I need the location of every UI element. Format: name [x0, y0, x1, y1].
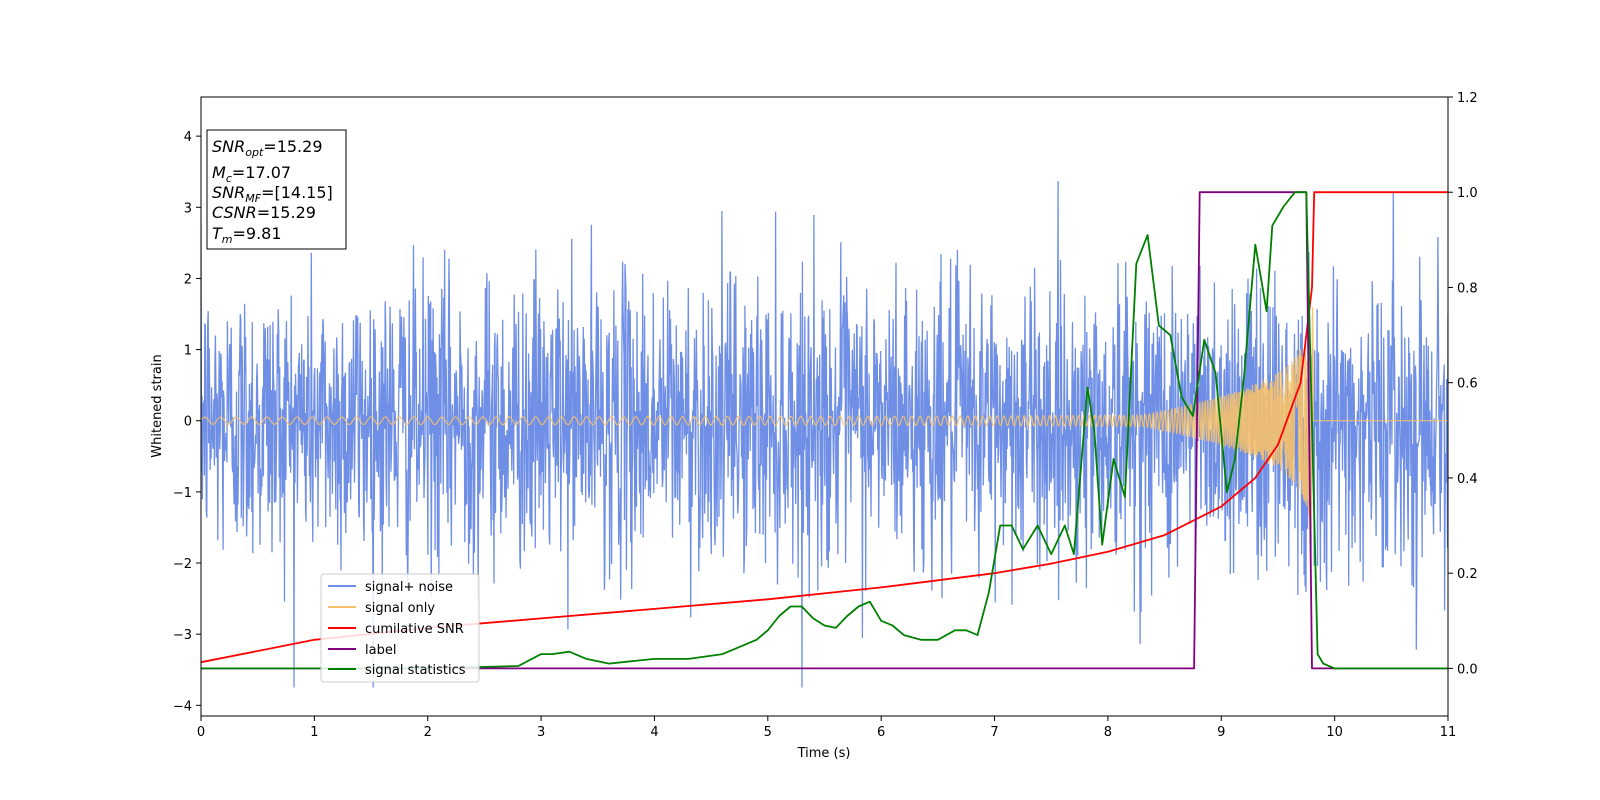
- legend-entry-signal-only: signal only: [328, 601, 435, 616]
- x-tick-label: 9: [1217, 725, 1225, 740]
- legend-entry-signal-statistics: signal statistics: [328, 663, 466, 678]
- y2-axis-ticks: 0.0 0.2 0.4 0.6 0.8 1.0 1.2: [1448, 91, 1478, 677]
- svg-text:CSNR=15.29: CSNR=15.29: [212, 203, 316, 222]
- legend-label-signal-noise: signal+ noise: [365, 580, 453, 595]
- x-axis-ticks: 0 1 2 3 4 5 6 7 8 9 10 11: [197, 716, 1456, 740]
- y-tick-label: −3: [173, 628, 192, 643]
- x-tick-label: 6: [877, 725, 885, 740]
- y-tick-label: 2: [184, 272, 192, 287]
- legend-label-cumulative-snr: cumilative SNR: [365, 622, 464, 637]
- snr-opt-value: 15.29: [277, 137, 323, 156]
- y-tick-label: 1: [184, 344, 192, 359]
- y-tick-label: −4: [173, 699, 192, 714]
- y2-tick-label: 0.4: [1457, 472, 1478, 487]
- x-tick-label: 7: [990, 725, 998, 740]
- y2-tick-label: 0.0: [1457, 662, 1478, 677]
- x-tick-label: 0: [197, 725, 205, 740]
- csnr-value: 15.29: [270, 203, 316, 222]
- y-tick-label: 4: [184, 130, 192, 145]
- series-layer: [201, 181, 1448, 688]
- svg-text:Tm=9.81: Tm=9.81: [212, 224, 282, 246]
- y2-tick-label: 0.6: [1457, 377, 1478, 392]
- tm-value: 9.81: [246, 224, 282, 243]
- legend-label-signal-statistics: signal statistics: [365, 663, 466, 678]
- x-tick-label: 8: [1104, 725, 1112, 740]
- svg-text:Mc=17.07: Mc=17.07: [212, 163, 291, 185]
- series-signal-statistics-line: [201, 191, 1448, 670]
- y-tick-label: −2: [173, 557, 192, 572]
- mc-value: 17.07: [245, 163, 291, 182]
- legend-label-label: label: [365, 643, 396, 658]
- y-axis-label: Whitened strain: [150, 354, 165, 457]
- y2-tick-label: 0.8: [1457, 281, 1478, 296]
- x-tick-label: 11: [1440, 725, 1457, 740]
- plot-frame: [200, 96, 1449, 717]
- y-tick-label: 0: [184, 415, 192, 430]
- x-tick-label: 4: [650, 725, 658, 740]
- stats-annotation: SNRopt=15.29 Mc=17.07 SNRMF=[14.15] CSNR…: [206, 129, 347, 250]
- svg-text:SNRMF=[14.15]: SNRMF=[14.15]: [212, 183, 333, 205]
- x-tick-label: 3: [537, 725, 545, 740]
- legend-entry-signal-noise: signal+ noise: [328, 580, 453, 595]
- svg-text:SNRopt=15.29: SNRopt=15.29: [212, 137, 323, 159]
- y-tick-label: 3: [184, 201, 192, 216]
- x-tick-label: 10: [1326, 725, 1343, 740]
- legend: signal+ noise signal only cumilative SNR…: [320, 573, 480, 683]
- series-cumulative-snr-line: [201, 191, 1448, 664]
- snr-mf-value: [14.15]: [274, 183, 332, 202]
- legend-entry-label: label: [328, 643, 396, 658]
- x-tick-label: 5: [764, 725, 772, 740]
- y2-tick-label: 0.2: [1457, 567, 1478, 582]
- y2-tick-label: 1.0: [1457, 186, 1478, 201]
- legend-entry-cumulative-snr: cumilative SNR: [328, 622, 464, 637]
- legend-label-signal-only: signal only: [365, 601, 435, 616]
- x-tick-label: 1: [310, 725, 318, 740]
- y-tick-label: −1: [173, 486, 192, 501]
- y2-tick-label: 1.2: [1457, 91, 1478, 106]
- y-axis-ticks: −4 −3 −2 −1 0 1 2 3 4: [173, 130, 201, 714]
- x-axis-label: Time (s): [797, 746, 851, 761]
- x-tick-label: 2: [424, 725, 432, 740]
